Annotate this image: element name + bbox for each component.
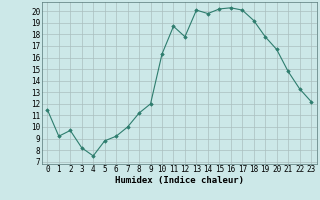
X-axis label: Humidex (Indice chaleur): Humidex (Indice chaleur) [115,176,244,185]
